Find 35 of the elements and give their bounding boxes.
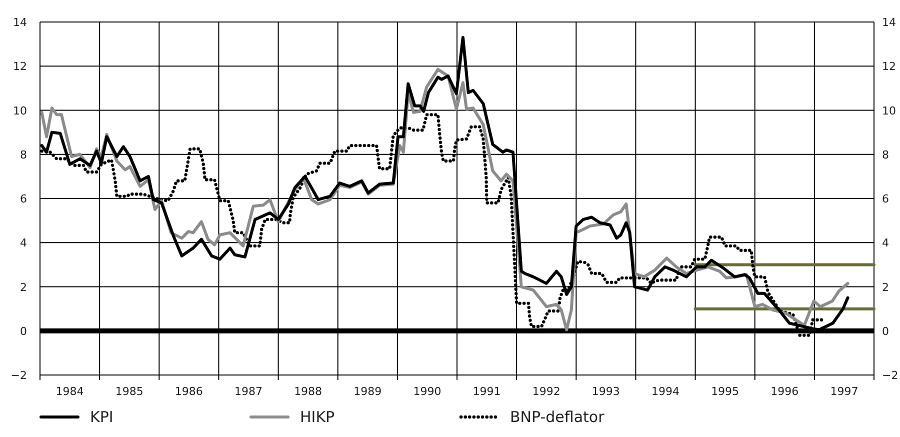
y2-tick-label: 10 bbox=[882, 104, 896, 118]
x-tick-label: 1993 bbox=[592, 385, 620, 398]
y2-tick-label: 8 bbox=[882, 148, 889, 162]
y2-tick-label: 12 bbox=[882, 60, 896, 74]
x-tick-label: 1991 bbox=[472, 385, 501, 398]
legend-label: KPI bbox=[90, 408, 114, 426]
x-tick-label: 1995 bbox=[711, 385, 740, 398]
x-tick-label: 1989 bbox=[354, 385, 382, 398]
x-tick-label: 1987 bbox=[234, 385, 262, 398]
y-tick-label: 4 bbox=[20, 236, 27, 250]
y2-tick-label: 0 bbox=[882, 324, 889, 338]
y2-tick-label: −2 bbox=[882, 369, 898, 382]
y-tick-label: −2 bbox=[10, 369, 27, 382]
y2-tick-label: 2 bbox=[882, 280, 889, 294]
x-tick-label: 1984 bbox=[56, 385, 84, 398]
x-tick-label: 1990 bbox=[413, 385, 442, 398]
x-tick-label: 1997 bbox=[830, 385, 858, 398]
y2-tick-label: 6 bbox=[882, 192, 889, 206]
x-tick-label: 1986 bbox=[174, 385, 203, 398]
x-tick-label: 1988 bbox=[294, 385, 322, 398]
y-tick-label: 0 bbox=[20, 324, 27, 338]
legend-label: HIKP bbox=[300, 408, 335, 426]
y-tick-label: 14 bbox=[13, 16, 27, 29]
y-tick-label: 10 bbox=[13, 104, 27, 118]
y-tick-label: 6 bbox=[20, 192, 27, 206]
y2-tick-label: 14 bbox=[882, 16, 896, 29]
y-tick-label: 8 bbox=[20, 148, 27, 162]
x-tick-label: 1994 bbox=[652, 385, 680, 398]
y-tick-label: 2 bbox=[20, 280, 27, 294]
y-tick-label: 12 bbox=[13, 60, 27, 74]
y2-tick-label: 4 bbox=[882, 236, 889, 250]
x-tick-label: 1992 bbox=[532, 385, 560, 398]
legend-label: BNP-deflator bbox=[510, 408, 606, 426]
x-tick-label: 1985 bbox=[115, 385, 144, 398]
x-tick-label: 1996 bbox=[770, 385, 799, 398]
